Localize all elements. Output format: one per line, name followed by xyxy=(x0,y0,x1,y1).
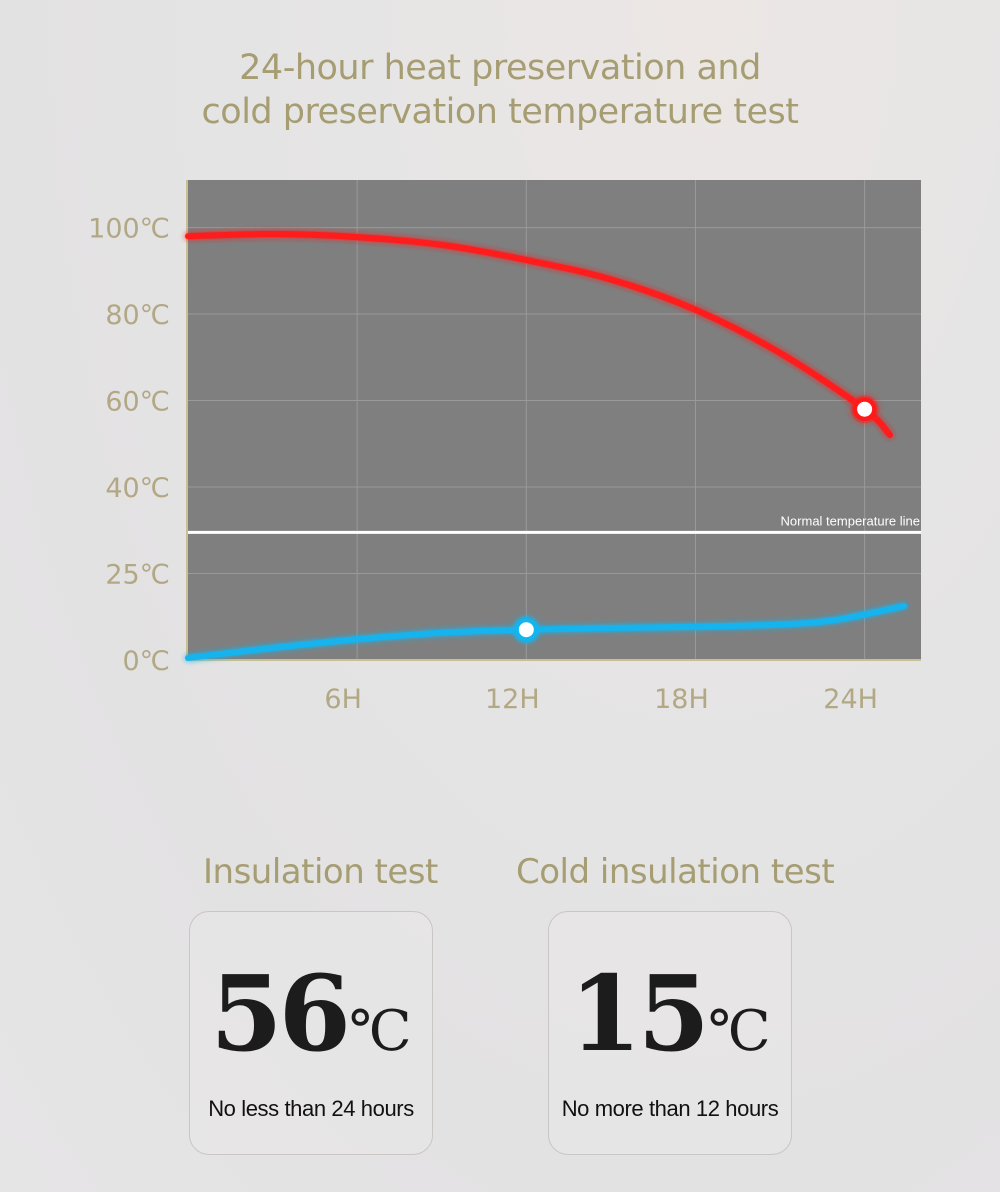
insulation-value: 56℃ xyxy=(190,952,432,1075)
x-tick-label: 24H xyxy=(823,684,878,715)
insulation-value-number: 56 xyxy=(210,952,351,1075)
x-tick-label: 12H xyxy=(485,684,540,715)
temperature-chart: 100℃ 80℃ 60℃ 40℃ 25℃ 0℃ 6H 12H 18H 24H Normal te… xyxy=(88,180,921,715)
insulation-caption: No less than 24 hours xyxy=(208,1096,414,1121)
cold-insulation-test-title: Cold insulation test xyxy=(516,852,835,892)
plot-area xyxy=(188,180,921,660)
cold-temperature-line xyxy=(185,602,908,661)
cold-insulation-value-number: 15 xyxy=(569,952,710,1075)
y-tick-label: 80℃ xyxy=(105,300,170,331)
y-tick-label: 25℃ xyxy=(105,560,170,591)
hot-marker-point xyxy=(857,401,873,417)
x-tick-label: 6H xyxy=(324,684,361,715)
y-tick-label: 100℃ xyxy=(88,214,170,245)
cold-marker-point xyxy=(518,622,534,638)
cold-insulation-test-card: 15℃ No more than 12 hours xyxy=(548,911,792,1155)
insulation-value-unit: ℃ xyxy=(349,999,412,1064)
hot-temperature-line xyxy=(185,231,893,439)
chart-title-line-1: 24-hour heat preservation and xyxy=(239,48,761,88)
y-tick-label: 60℃ xyxy=(105,387,170,418)
cold-insulation-value-unit: ℃ xyxy=(708,999,771,1064)
chart-title: 24-hour heat preservation and cold prese… xyxy=(0,46,1000,134)
insulation-test-card: 56℃ No less than 24 hours xyxy=(189,911,433,1155)
cold-insulation-caption: No more than 12 hours xyxy=(561,1096,779,1121)
insulation-test-title: Insulation test xyxy=(203,852,438,892)
chart-title-line-2: cold preservation temperature test xyxy=(201,92,799,132)
normal-temperature-line-label: Normal temperature line xyxy=(781,513,920,528)
x-tick-label: 18H xyxy=(654,684,709,715)
y-tick-label: 40℃ xyxy=(105,473,170,504)
y-tick-label: 0℃ xyxy=(122,646,170,677)
cold-insulation-value: 15℃ xyxy=(549,952,791,1075)
